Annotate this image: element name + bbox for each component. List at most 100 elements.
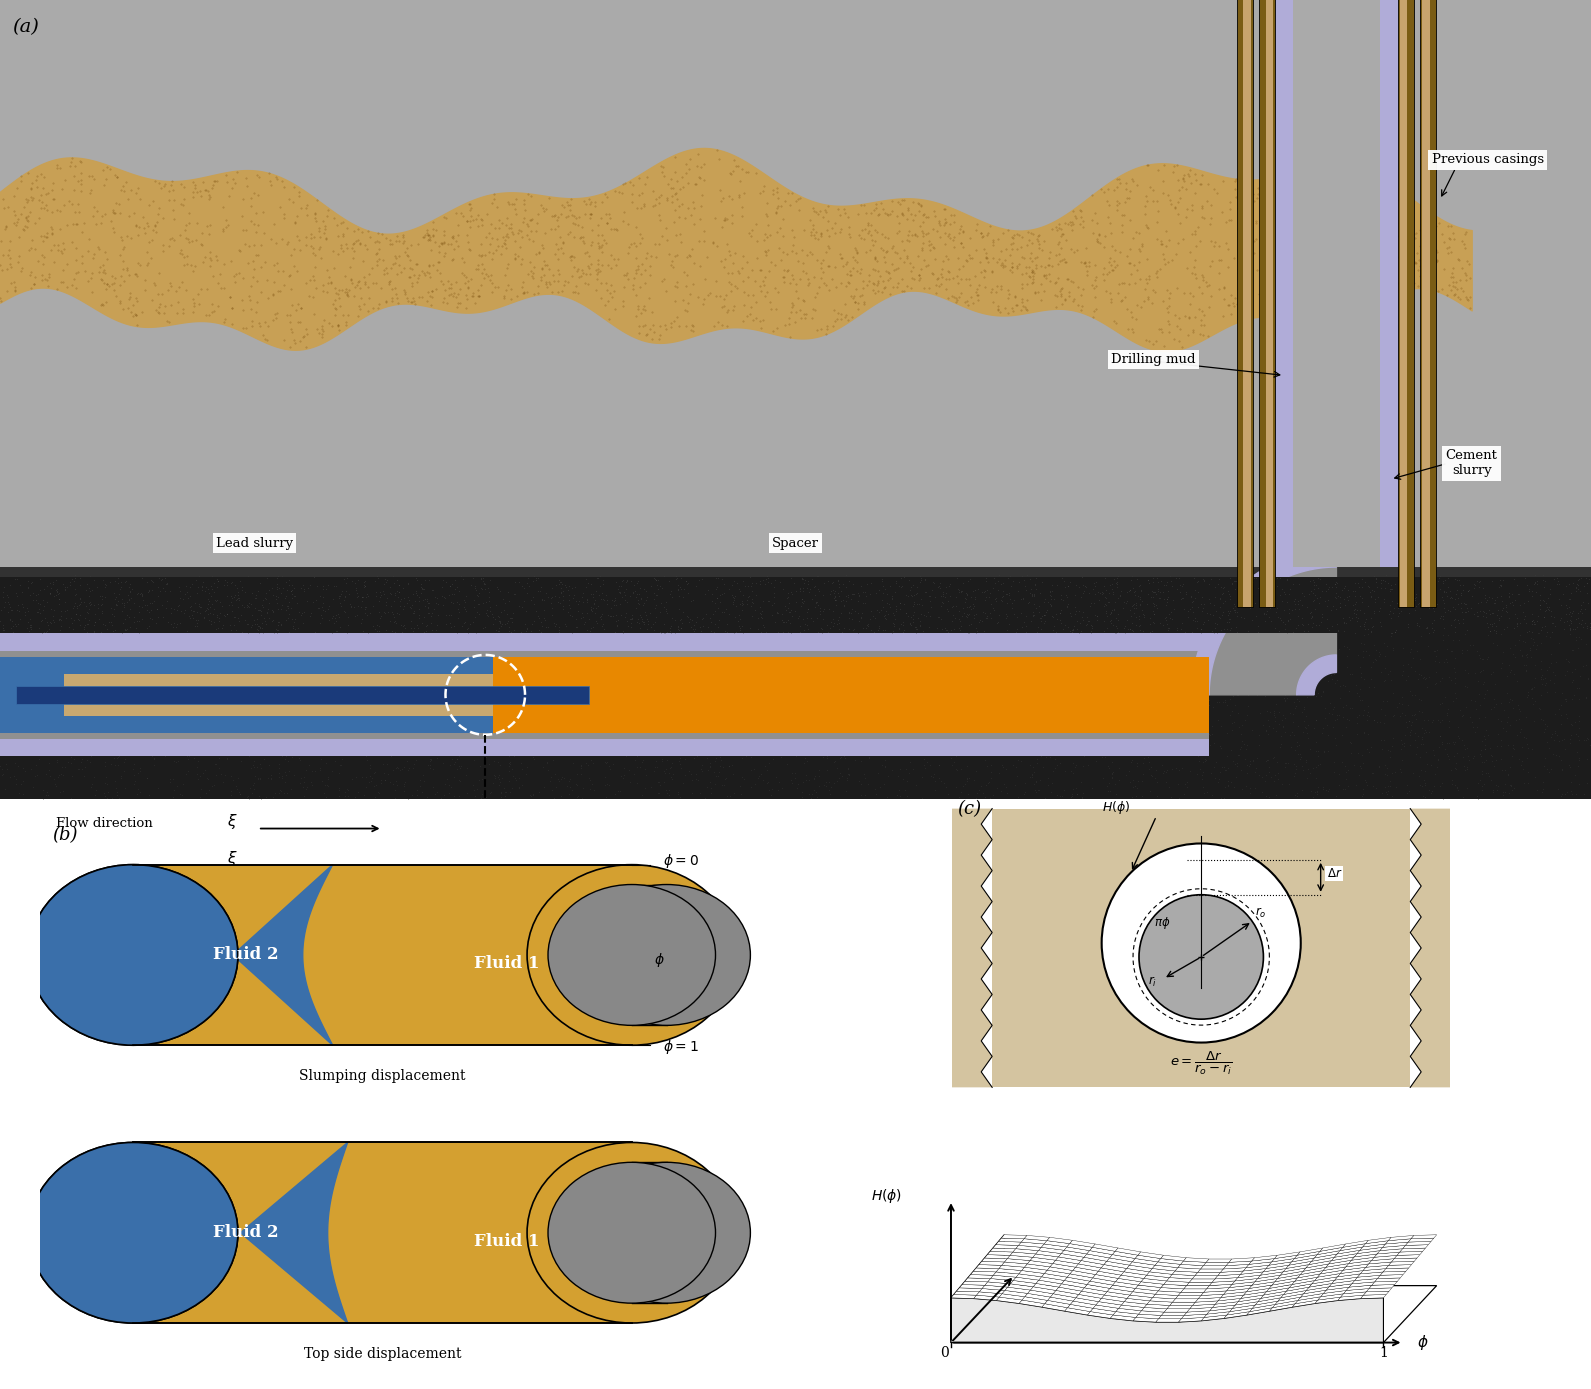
Point: [1222, 678, 1247, 700]
Point: [584, 611, 609, 633]
Point: [628, 586, 654, 608]
Point: [1187, 758, 1212, 781]
Polygon shape: [1176, 1268, 1201, 1272]
Point: [611, 572, 636, 594]
Point: [1535, 597, 1561, 619]
Point: [843, 678, 869, 700]
Point: [490, 583, 515, 606]
Point: [0, 639, 24, 661]
Polygon shape: [971, 1271, 996, 1275]
Point: [1276, 596, 1301, 618]
Point: [737, 742, 762, 764]
Point: [445, 663, 471, 685]
Point: [1112, 669, 1138, 692]
Point: [1387, 578, 1413, 600]
Point: [606, 581, 632, 603]
Point: [579, 774, 605, 796]
Point: [299, 771, 325, 793]
Point: [1141, 586, 1166, 608]
Point: [129, 686, 154, 708]
Point: [506, 594, 531, 617]
Point: [907, 569, 932, 592]
Point: [837, 656, 862, 678]
Point: [1225, 583, 1251, 606]
Point: [1012, 567, 1037, 589]
Point: [1373, 763, 1398, 785]
Point: [1432, 601, 1457, 624]
Point: [1177, 617, 1203, 639]
Point: [754, 681, 780, 703]
Point: [309, 621, 334, 643]
Point: [1437, 710, 1462, 732]
Point: [663, 679, 689, 701]
Point: [1219, 713, 1244, 735]
Point: [1271, 653, 1297, 675]
Point: [1367, 615, 1392, 638]
Point: [331, 731, 356, 753]
Point: [111, 582, 137, 604]
Point: [479, 672, 504, 694]
Point: [974, 710, 999, 732]
Point: [789, 567, 815, 589]
Point: [883, 600, 908, 622]
Point: [611, 764, 636, 786]
Point: [1117, 579, 1142, 601]
Point: [606, 703, 632, 725]
Point: [908, 588, 934, 610]
Point: [447, 593, 473, 615]
Point: [374, 708, 399, 731]
Point: [929, 697, 955, 720]
Ellipse shape: [29, 864, 239, 1045]
Point: [622, 733, 648, 756]
Point: [1421, 708, 1446, 731]
Point: [132, 594, 158, 617]
Point: [142, 590, 167, 613]
Point: [791, 619, 816, 642]
Point: [988, 675, 1013, 697]
Point: [348, 765, 374, 788]
Point: [75, 610, 100, 632]
Point: [53, 715, 78, 738]
Point: [1470, 672, 1496, 694]
Point: [1255, 611, 1281, 633]
Point: [916, 721, 942, 743]
Point: [438, 776, 463, 799]
Point: [998, 565, 1023, 588]
Point: [1422, 763, 1448, 785]
Point: [695, 579, 721, 601]
Polygon shape: [1410, 808, 1559, 1088]
Point: [713, 614, 738, 636]
Point: [796, 599, 821, 621]
Point: [1422, 600, 1448, 622]
Point: [1427, 693, 1453, 715]
Point: [1319, 581, 1344, 603]
Point: [1098, 606, 1123, 628]
Point: [838, 576, 864, 599]
Point: [1138, 621, 1163, 643]
Point: [819, 675, 845, 697]
Point: [1063, 603, 1088, 625]
Point: [1063, 778, 1088, 800]
Point: [786, 624, 811, 646]
Point: [990, 581, 1015, 603]
Point: [538, 639, 563, 661]
Point: [912, 747, 937, 770]
Point: [1012, 781, 1037, 803]
Point: [1050, 640, 1076, 663]
Point: [800, 608, 826, 631]
Point: [869, 568, 894, 590]
Point: [272, 586, 298, 608]
Point: [401, 617, 426, 639]
Point: [1098, 610, 1123, 632]
Point: [702, 740, 727, 763]
Point: [68, 718, 94, 740]
Point: [1556, 619, 1581, 642]
Point: [170, 693, 196, 715]
Point: [1359, 761, 1384, 783]
Point: [652, 722, 678, 745]
Point: [477, 590, 503, 613]
Point: [352, 665, 377, 688]
Point: [275, 750, 301, 772]
Point: [33, 621, 59, 643]
Point: [1095, 700, 1120, 722]
